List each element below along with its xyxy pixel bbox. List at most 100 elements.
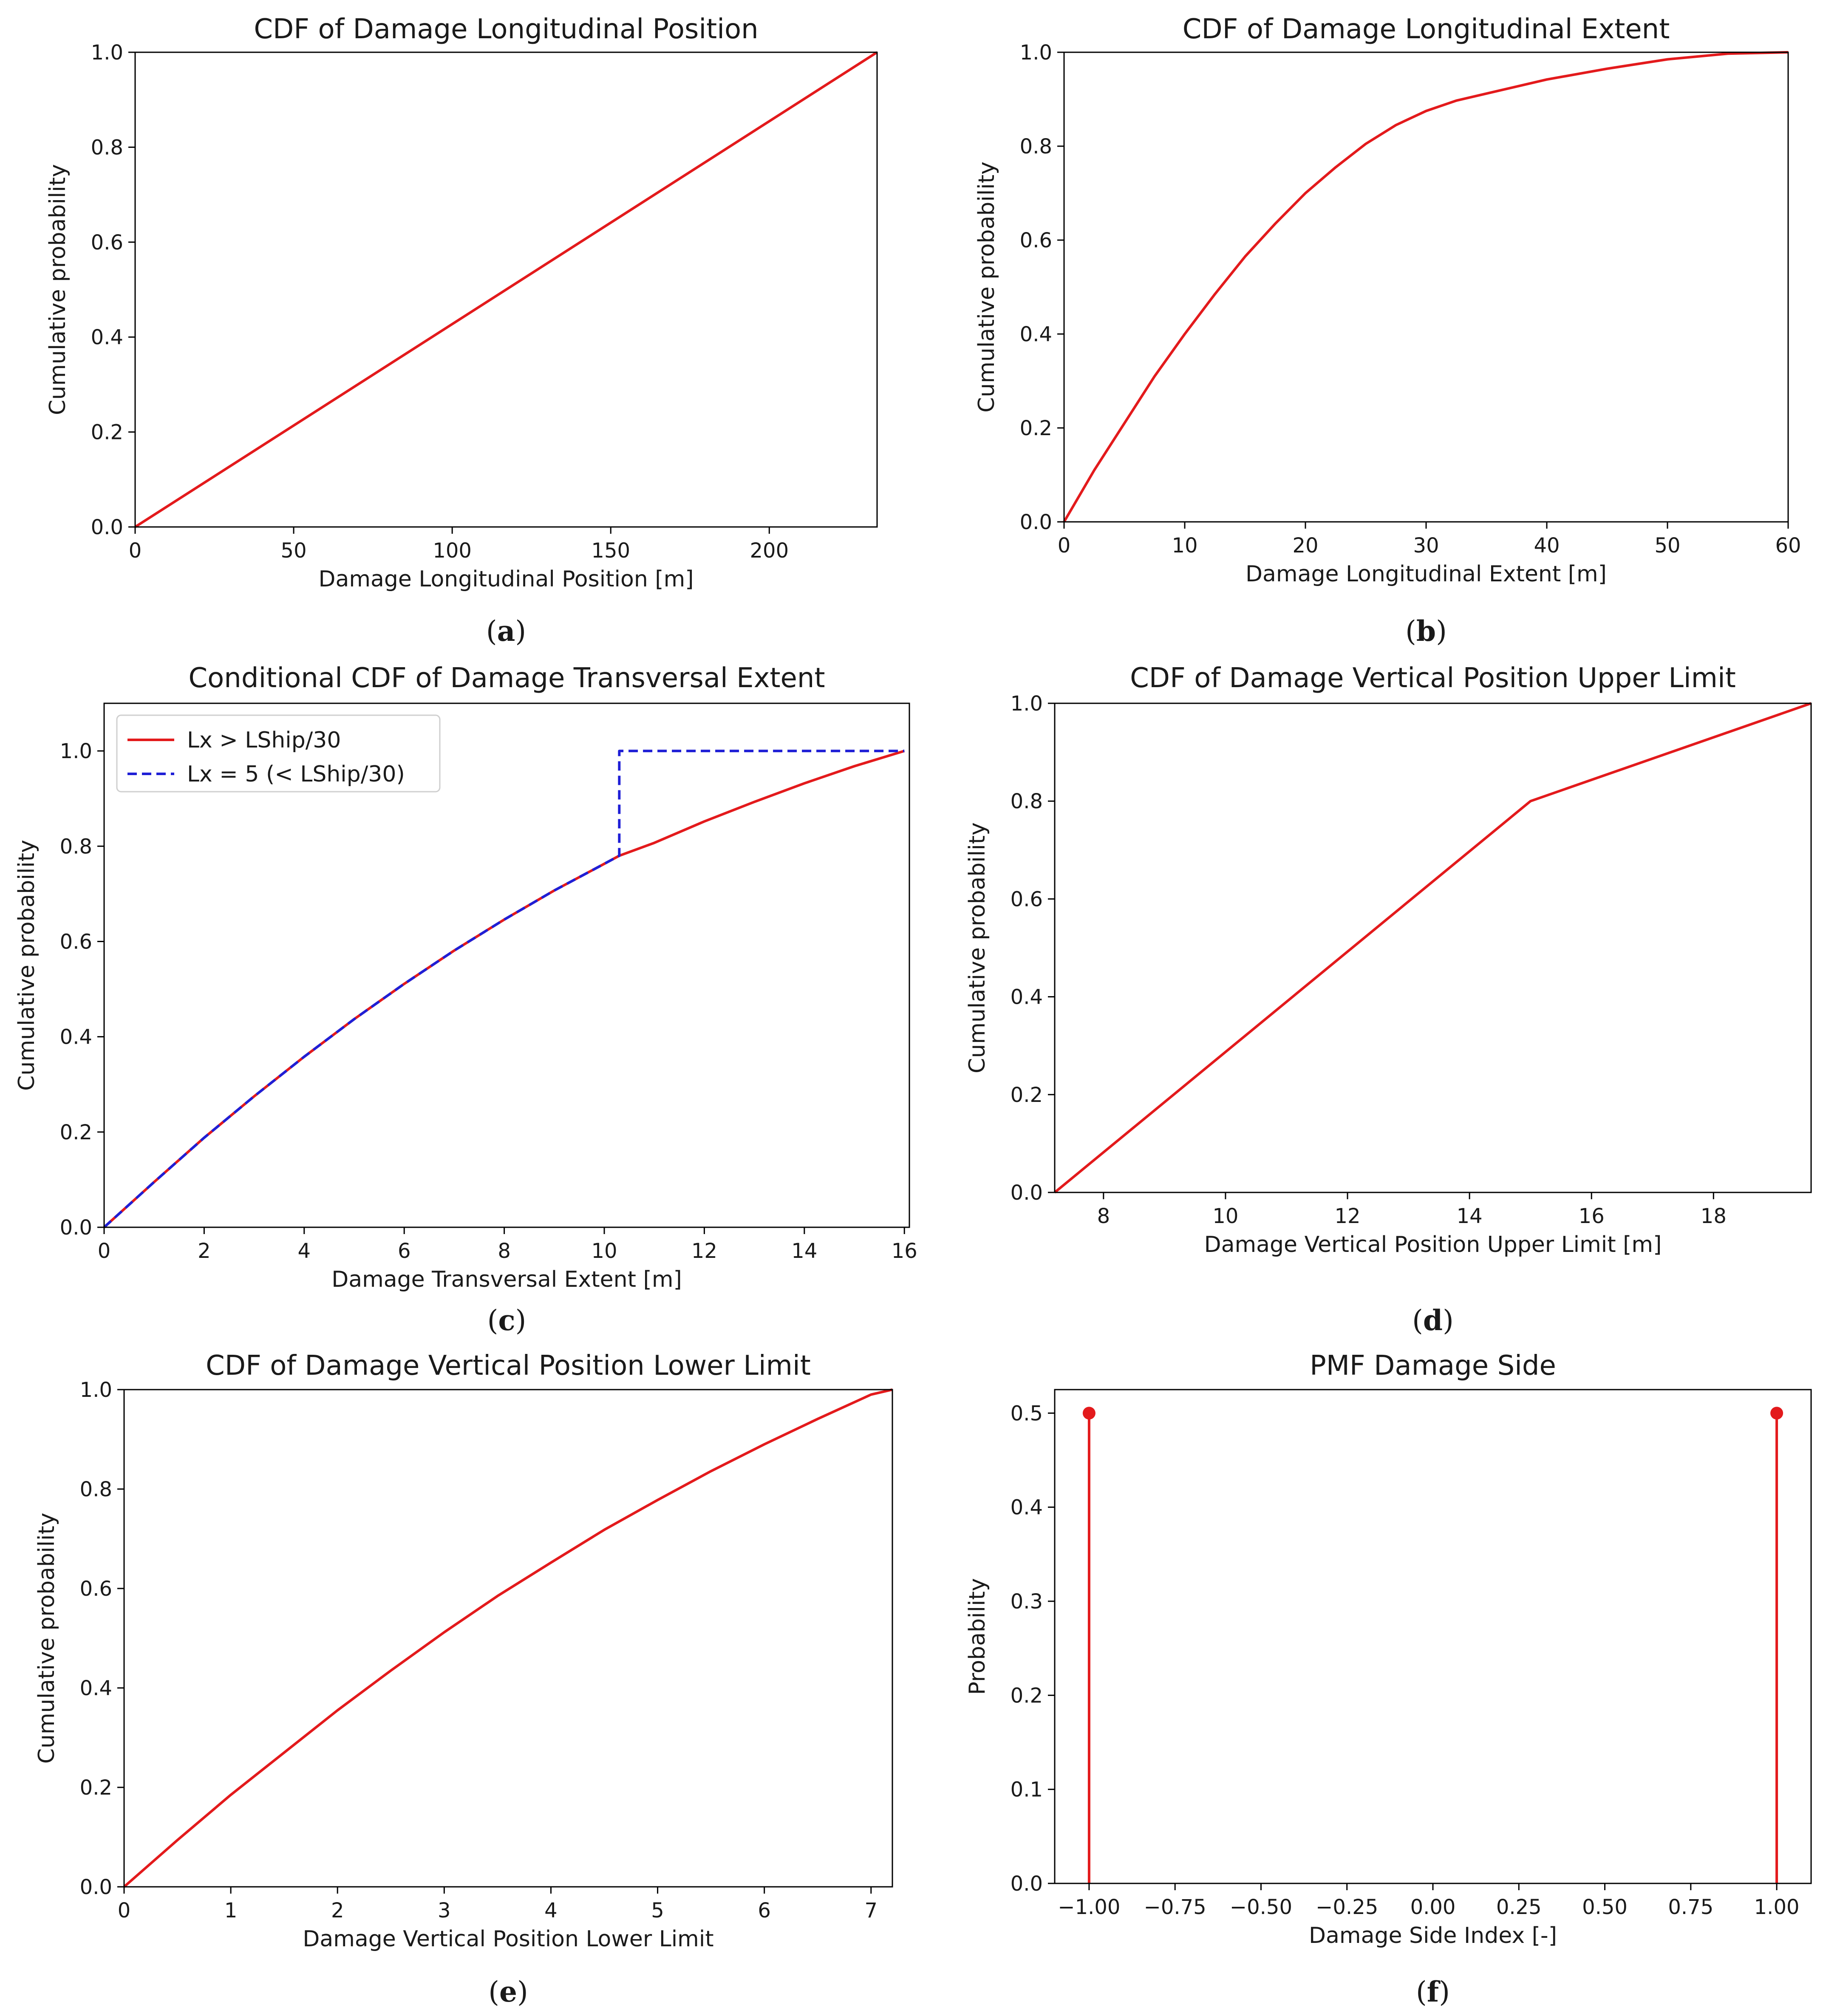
stem-marker — [1770, 1407, 1783, 1420]
chart-title: CDF of Damage Vertical Position Upper Li… — [1130, 663, 1736, 694]
x-tick-label: 60 — [1775, 534, 1801, 558]
y-tick-label: 0.8 — [80, 1478, 112, 1501]
x-tick-label: −0.25 — [1316, 1895, 1378, 1919]
plot-frame — [1054, 1389, 1812, 1884]
x-tick-label: 18 — [1701, 1204, 1727, 1228]
x-tick-label: 50 — [1654, 534, 1680, 558]
x-tick-label: 5 — [651, 1899, 664, 1923]
x-tick-label: 100 — [433, 539, 472, 563]
chart-panel-d: CDF of Damage Vertical Position Upper Li… — [965, 663, 1812, 1337]
y-tick-label: 0.6 — [60, 930, 92, 954]
panel-label-close: ) — [1436, 615, 1447, 648]
panel-label-letter: a — [497, 614, 515, 648]
y-tick-label: 0.0 — [91, 515, 123, 539]
stem-marker — [1082, 1407, 1096, 1420]
y-tick-label: 0.2 — [91, 421, 123, 445]
x-tick-label: −0.50 — [1230, 1895, 1292, 1919]
panel-label-letter: e — [499, 1975, 517, 2008]
plot-frame — [103, 702, 910, 1228]
y-axis-label: Cumulative probability — [14, 840, 40, 1091]
y-tick-label: 0.4 — [91, 326, 123, 349]
x-tick-label: 6 — [398, 1239, 411, 1263]
x-tick-label: 0.75 — [1668, 1895, 1713, 1919]
y-tick-label: 0.8 — [1011, 790, 1043, 813]
y-tick-label: 0.2 — [60, 1121, 92, 1144]
chart-title: CDF of Damage Longitudinal Position — [254, 14, 758, 45]
panel-label-open: ( — [1405, 615, 1416, 648]
panel-label-letter: c — [498, 1304, 515, 1337]
x-tick-label: 2 — [198, 1239, 211, 1263]
x-axis-label: Damage Longitudinal Extent [m] — [1246, 561, 1607, 587]
x-tick-label: 12 — [1334, 1204, 1360, 1228]
y-tick-label: 0.0 — [1011, 1872, 1043, 1896]
y-tick-label: 1.0 — [1011, 692, 1043, 716]
x-tick-label: 40 — [1534, 534, 1560, 558]
chart-title: Conditional CDF of Damage Transversal Ex… — [188, 663, 825, 694]
plot-frame — [1054, 702, 1812, 1193]
plot-frame — [1063, 51, 1789, 523]
y-tick-label: 0.4 — [1011, 985, 1043, 1009]
y-axis-label: Cumulative probability — [965, 822, 990, 1073]
panel-label-letter: d — [1423, 1304, 1443, 1337]
panel-label: (a) — [486, 614, 526, 648]
legend-label-2: Lx = 5 (< LShip/30) — [187, 762, 405, 787]
x-tick-label: 50 — [281, 539, 307, 563]
x-tick-label: 4 — [544, 1899, 558, 1923]
panel-label-letter: f — [1427, 1975, 1441, 2008]
panel-label-close: ) — [515, 1304, 527, 1337]
panel-label: (b) — [1405, 614, 1447, 648]
panel-label: (e) — [488, 1975, 528, 2008]
x-tick-label: 16 — [892, 1239, 917, 1263]
x-tick-label: 0 — [129, 539, 142, 563]
x-tick-label: 20 — [1292, 534, 1318, 558]
y-axis-label: Probability — [965, 1578, 990, 1695]
x-tick-label: 1.00 — [1754, 1895, 1800, 1919]
y-tick-label: 0.6 — [1011, 887, 1043, 911]
chart-panel-b: CDF of Damage Longitudinal Extent 0 10 20 30… — [974, 14, 1801, 648]
plot-frame — [134, 51, 878, 528]
x-tick-label: 0 — [1058, 534, 1071, 558]
x-tick-label: 14 — [791, 1239, 817, 1263]
x-tick-label: 14 — [1457, 1204, 1483, 1228]
x-axis-label: Damage Transversal Extent [m] — [331, 1267, 682, 1292]
x-tick-label: 8 — [498, 1239, 511, 1263]
x-tick-label: 7 — [865, 1899, 878, 1923]
series-line-1 — [1063, 51, 1789, 523]
x-tick-label: 0 — [118, 1899, 131, 1923]
chart-title: CDF of Damage Vertical Position Lower Li… — [206, 1350, 811, 1382]
x-tick-label: 3 — [438, 1899, 451, 1923]
panel-label: (c) — [487, 1304, 527, 1337]
y-tick-label: 0.8 — [1020, 135, 1052, 159]
y-tick-label: 0.8 — [60, 835, 92, 858]
legend: Lx > LShip/30 Lx = 5 (< LShip/30) — [116, 714, 441, 793]
x-tick-label: 0.50 — [1582, 1895, 1628, 1919]
y-tick-label: 0.0 — [60, 1216, 92, 1240]
series-line-1 — [134, 51, 878, 528]
y-tick-label: 0.2 — [1011, 1684, 1043, 1707]
chart-panel-f: PMF Damage Side −1.00 −0.75 −0.50 −0.25 0.00 0… — [965, 1350, 1812, 2008]
y-tick-label: 0.4 — [1011, 1496, 1043, 1520]
y-axis-label: Cumulative probability — [974, 161, 999, 413]
y-tick-label: 0.1 — [1011, 1778, 1043, 1802]
y-axis-label: Cumulative probability — [34, 1513, 59, 1764]
y-tick-label: 1.0 — [80, 1378, 112, 1402]
panel-label-open: ( — [1416, 1976, 1427, 2008]
y-axis-label: Cumulative probability — [45, 164, 71, 415]
panel-label: (d) — [1412, 1304, 1454, 1337]
x-tick-label: 10 — [1172, 534, 1197, 558]
y-tick-label: 0.6 — [80, 1577, 112, 1601]
y-tick-label: 0.3 — [1011, 1590, 1043, 1614]
panel-label-close: ) — [517, 1976, 528, 2008]
x-tick-label: 8 — [1097, 1204, 1110, 1228]
x-tick-label: 0.00 — [1410, 1895, 1456, 1919]
panel-label-open: ( — [1412, 1304, 1423, 1337]
y-tick-label: 0.6 — [1020, 229, 1052, 252]
chart-panel-c: Conditional CDF of Damage Transversal Ex… — [14, 663, 917, 1337]
panel-label: (f) — [1416, 1975, 1450, 2008]
panel-label-open: ( — [487, 1304, 498, 1337]
x-tick-label: 30 — [1413, 534, 1439, 558]
legend-box — [116, 714, 441, 793]
series-line-1 — [123, 1388, 893, 1888]
panel-label-letter: b — [1416, 614, 1436, 648]
